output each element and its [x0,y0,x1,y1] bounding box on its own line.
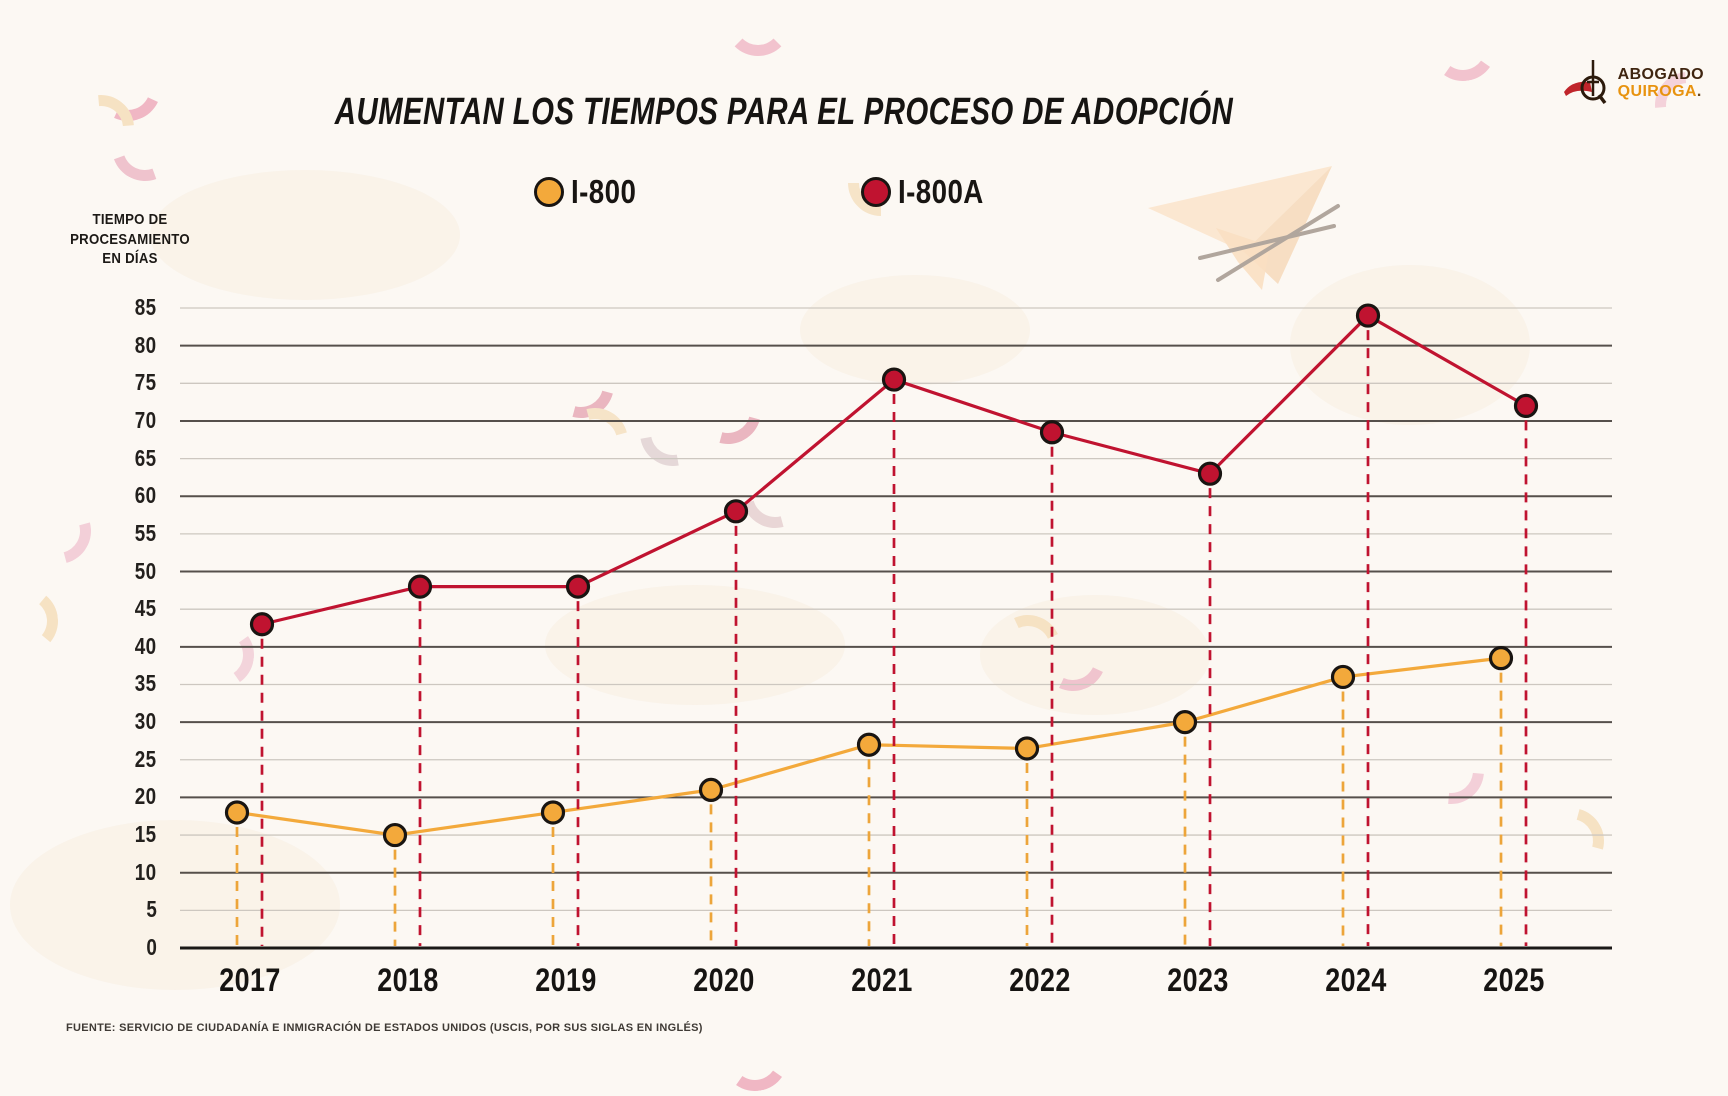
chart-title: AUMENTAN LOS TIEMPOS PARA EL PROCESO DE … [334,90,1234,133]
point-I-800-2023 [1172,710,1198,735]
x-label-2017: 2017 [219,962,281,998]
point-I-800A-2020 [723,499,749,524]
point-I-800A-2025 [1513,393,1539,419]
y-tick-30: 30 [135,708,157,735]
y-tick-0: 0 [146,934,157,960]
point-I-800-2020 [698,777,724,802]
y-tick-35: 35 [135,670,157,697]
x-label-2018: 2018 [377,962,439,998]
x-label-2024: 2024 [1325,962,1387,998]
point-I-800-2019 [540,800,566,825]
y-tick-50: 50 [135,557,157,584]
y-tick-45: 45 [135,595,157,622]
point-I-800-2018 [382,822,408,848]
point-I-800A-2019 [565,574,591,599]
legend-label-i800: I-800 [571,173,637,210]
x-axis-labels: 2017 2018 2019 2020 2021 2022 2023 2024 2025 [0,962,1728,1012]
y-tick-40: 40 [135,632,157,659]
y-tick-55: 55 [135,519,157,546]
cloud-shape [150,170,460,300]
y-tick-70: 70 [135,406,157,433]
point-I-800A-2021 [881,367,907,392]
x-label-2019: 2019 [535,962,597,998]
x-label-2023: 2023 [1167,962,1229,998]
legend-item-i800: I-800 [534,173,649,211]
point-I-800A-2022 [1039,420,1065,445]
y-tick-10: 10 [135,858,157,885]
legend-item-i800a: I-800A [861,173,1000,211]
paper-plane-icon [1148,166,1340,290]
y-tick-60: 60 [135,482,157,509]
point-I-800-2024 [1330,664,1356,690]
logo-text: ABOGADO QUIROGA. [1617,66,1704,101]
y-tick-20: 20 [135,783,157,810]
x-label-2021: 2021 [851,962,913,998]
point-I-800-2021 [856,732,882,757]
point-I-800-2022 [1014,736,1040,761]
point-I-800A-2023 [1197,461,1223,486]
logo: ABOGADO QUIROGA. [1562,58,1704,110]
point-I-800A-2024 [1355,303,1381,328]
y-tick-25: 25 [135,745,157,772]
cloud-shape [980,595,1210,715]
logo-icon [1563,60,1607,105]
point-I-800A-2018 [407,574,433,599]
y-axis-title: TIEMPO DE PROCESAMIENTO EN DÍAS [70,211,190,267]
y-tick-65: 65 [135,444,157,471]
x-label-2025: 2025 [1483,962,1545,998]
y-tick-labels: 0 5 10 15 20 25 30 35 40 45 50 55 60 65 70 75 80 85 [0,0,157,1080]
y-tick-80: 80 [135,331,157,358]
legend-swatch-i800 [534,177,564,207]
point-I-800-2025 [1488,646,1514,671]
y-tick-75: 75 [135,369,157,396]
logo-line1: ABOGADO [1617,66,1704,84]
legend-swatch-i800a [861,177,891,207]
logo-line2: QUIROGA. [1617,83,1702,100]
cloud-shape [800,275,1030,385]
point-I-800-2017 [224,800,250,825]
legend-label-i800a: I-800A [898,173,984,210]
source-note: FUENTE: SERVICIO DE CIUDADANÍA E INMIGRA… [66,1022,703,1034]
point-I-800A-2017 [249,612,275,637]
x-label-2022: 2022 [1009,962,1071,998]
y-tick-5: 5 [146,896,157,923]
y-tick-15: 15 [135,821,157,848]
cloud-shape [10,820,340,990]
x-label-2020: 2020 [693,962,755,998]
y-tick-85: 85 [135,294,157,321]
